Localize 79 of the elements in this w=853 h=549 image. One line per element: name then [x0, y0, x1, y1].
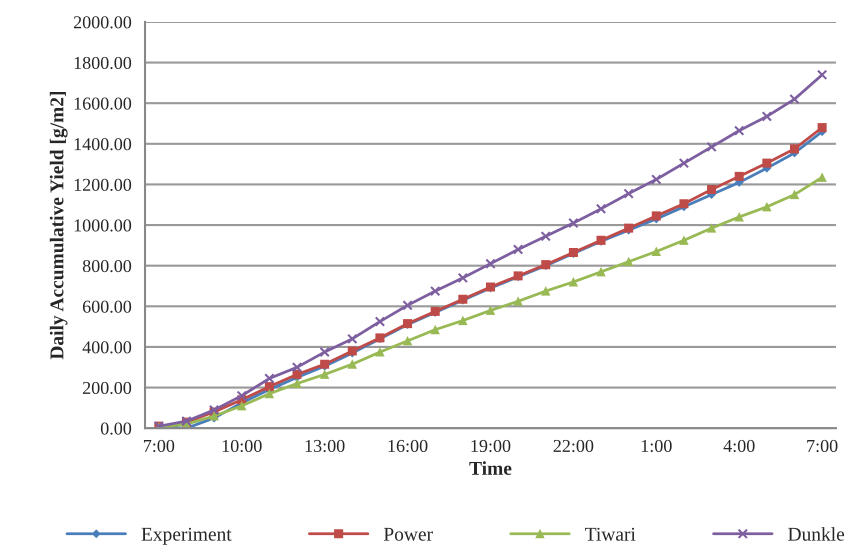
point	[679, 199, 688, 208]
point	[734, 125, 744, 136]
point	[264, 382, 274, 392]
y-tick-label: 600.00	[82, 300, 132, 313]
y-tick-label: 800.00	[82, 260, 132, 272]
point	[818, 123, 827, 132]
point	[540, 231, 551, 242]
point	[292, 379, 302, 388]
point	[430, 286, 440, 296]
x-tick-label: 22:00	[554, 440, 594, 452]
point	[348, 360, 357, 369]
point	[789, 94, 800, 104]
y-tick-label: 2000.00	[74, 16, 132, 28]
point	[762, 158, 772, 168]
x-axis-title: Time	[469, 461, 512, 475]
point	[596, 267, 606, 276]
legend-label: Experiment	[142, 528, 232, 545]
point	[652, 246, 661, 256]
y-axis-title: Daily Accumulative Yield [g/m2]	[50, 92, 68, 360]
point	[568, 218, 579, 228]
point	[651, 174, 662, 185]
point	[375, 348, 384, 357]
point	[790, 190, 799, 200]
point	[541, 286, 550, 296]
point	[623, 188, 634, 199]
point	[512, 244, 524, 255]
x-tick-label: 13:00	[306, 440, 345, 452]
x-tick-label: 7:00	[144, 440, 174, 452]
point	[678, 158, 690, 168]
point	[624, 257, 634, 266]
y-tick-label: 0.00	[100, 422, 132, 435]
point	[347, 334, 358, 344]
point	[734, 172, 744, 181]
y-tick-label: 200.00	[82, 382, 132, 394]
point	[458, 316, 468, 326]
point	[679, 236, 688, 245]
point	[264, 373, 275, 384]
point	[485, 258, 496, 269]
point	[237, 401, 246, 410]
point	[818, 172, 827, 182]
point	[264, 389, 274, 398]
point	[208, 404, 220, 416]
legend-label: Tiwari	[585, 528, 636, 541]
point	[596, 204, 606, 214]
y-tick-label: 1600.00	[74, 97, 132, 110]
point	[762, 111, 772, 122]
point	[652, 211, 661, 220]
x-tick-label: 19:00	[472, 440, 510, 452]
legend-label: Power	[384, 528, 433, 541]
y-tick-label: 1200.00	[74, 178, 132, 191]
x-tick-label: 1:00	[642, 440, 672, 452]
point	[403, 336, 412, 346]
legend-label: Dunkle	[788, 527, 844, 541]
point	[236, 390, 247, 401]
x-tick-label: 16:00	[388, 440, 428, 452]
x-tick-label: 4:00	[724, 440, 755, 452]
point	[320, 370, 330, 379]
point	[514, 296, 523, 306]
point	[486, 306, 495, 315]
point	[762, 202, 772, 212]
point	[568, 277, 578, 286]
x-tick-label: 7:00	[807, 440, 838, 452]
point	[816, 70, 828, 80]
y-tick-label: 400.00	[82, 341, 132, 354]
point	[319, 346, 330, 358]
point	[706, 142, 717, 152]
point	[458, 272, 468, 284]
point	[292, 362, 302, 372]
y-tick-label: 1400.00	[74, 138, 132, 150]
y-tick-label: 1000.00	[74, 219, 132, 232]
point	[374, 316, 386, 327]
point	[707, 224, 716, 233]
point	[430, 325, 440, 334]
point	[734, 212, 744, 222]
x-tick-label: 10:00	[222, 440, 262, 452]
point	[707, 185, 716, 194]
y-tick-label: 1800.00	[74, 56, 132, 70]
point	[402, 300, 413, 311]
point	[790, 144, 799, 154]
